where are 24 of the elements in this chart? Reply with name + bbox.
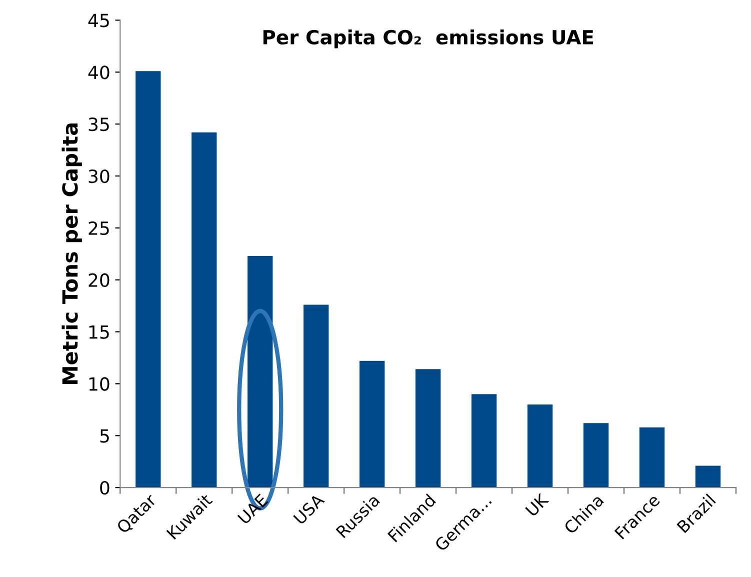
y-tick-label: 5 — [100, 429, 109, 443]
bar — [192, 132, 217, 488]
bar — [471, 394, 497, 488]
bar — [695, 466, 721, 488]
chart-title: Per Capita CO₂ emissions UAE — [263, 29, 594, 48]
y-tick-label: 25 — [88, 221, 109, 236]
bar — [136, 71, 161, 488]
x-tick-label: UK — [525, 492, 550, 517]
y-tick-label: 20 — [88, 273, 110, 287]
x-tick-label: USA — [292, 492, 326, 525]
y-tick-label: 35 — [88, 118, 109, 132]
bar — [415, 369, 441, 488]
bar — [304, 304, 329, 488]
y-tick-label: 45 — [88, 14, 109, 28]
y-tick-label: 40 — [88, 66, 110, 80]
y-tick-label: 15 — [89, 325, 109, 339]
y-axis-title: Metric Tons per Capita — [62, 123, 82, 384]
bar — [359, 360, 385, 488]
bar — [639, 427, 665, 488]
y-tick-label: 0 — [100, 481, 110, 495]
y-tick-label: 10 — [89, 377, 110, 391]
bar — [583, 423, 609, 488]
y-tick-label: 30 — [88, 169, 110, 184]
bar — [527, 404, 553, 488]
